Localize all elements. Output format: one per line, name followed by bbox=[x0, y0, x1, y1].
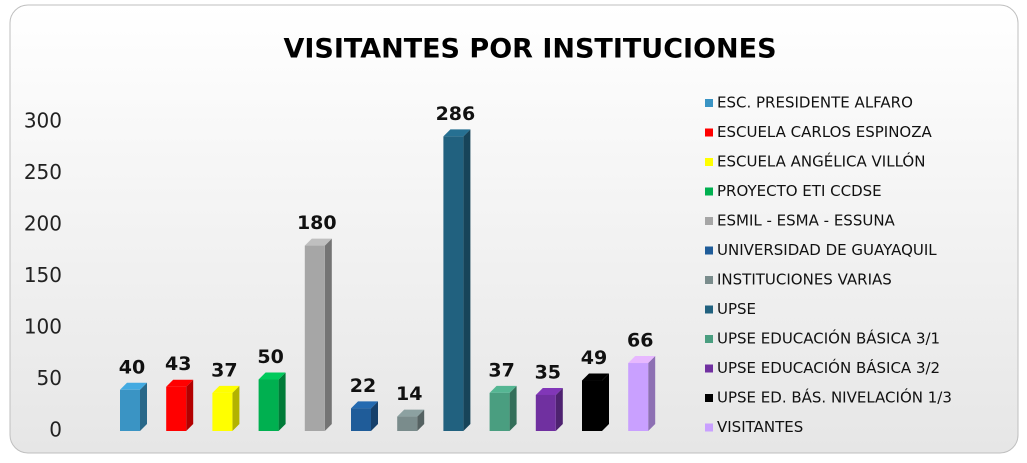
data-label: 37 bbox=[488, 359, 514, 381]
bar-top bbox=[120, 382, 147, 390]
chart-frame bbox=[9, 4, 1019, 454]
chart-title: VISITANTES POR INSTITUCIONES bbox=[283, 34, 776, 65]
bar-side bbox=[278, 372, 286, 431]
data-label: 40 bbox=[119, 356, 145, 378]
bar-side bbox=[417, 409, 425, 431]
bar-side bbox=[232, 385, 240, 431]
legend-swatch bbox=[705, 423, 713, 432]
bar-top bbox=[443, 129, 471, 137]
bar-top bbox=[258, 372, 286, 380]
legend-label: PROYECTO ETI CCDSE bbox=[717, 182, 882, 200]
y-tick-label: 200 bbox=[24, 212, 62, 236]
legend-label: UPSE bbox=[717, 300, 756, 318]
data-label: 286 bbox=[436, 103, 476, 125]
bar-top bbox=[351, 401, 378, 409]
bar-top bbox=[397, 409, 425, 417]
legend-label: UPSE EDUCACIÓN BÁSICA 3/2 bbox=[717, 358, 940, 377]
bar-side bbox=[602, 373, 609, 431]
data-label: 14 bbox=[396, 383, 422, 405]
y-tick-label: 50 bbox=[37, 366, 62, 390]
bar bbox=[212, 392, 233, 431]
bar bbox=[120, 389, 140, 431]
legend-swatch bbox=[705, 246, 713, 255]
y-tick-label: 250 bbox=[24, 160, 62, 184]
bar-top bbox=[166, 379, 194, 387]
legend-swatch bbox=[705, 394, 713, 402]
y-tick-label: 300 bbox=[24, 109, 62, 133]
legend-label: ESCUELA ANGÉLICA VILLÓN bbox=[717, 152, 925, 171]
legend-label: UPSE EDUCACIÓN BÁSICA 3/1 bbox=[717, 329, 940, 348]
bar-side bbox=[509, 385, 517, 431]
legend-label: ESCUELA CARLOS ESPINOZA bbox=[717, 123, 933, 141]
legend-swatch bbox=[705, 158, 713, 166]
data-label: 180 bbox=[297, 212, 337, 234]
bar-side bbox=[140, 382, 147, 431]
bar bbox=[397, 416, 418, 431]
bar-top bbox=[304, 238, 332, 246]
data-label: 50 bbox=[257, 346, 283, 368]
bar bbox=[166, 386, 187, 431]
legend-swatch bbox=[705, 305, 713, 314]
legend-label: VISITANTES bbox=[717, 418, 803, 436]
legend-swatch bbox=[705, 99, 713, 107]
y-tick-label: 150 bbox=[24, 263, 62, 287]
y-tick-label: 0 bbox=[49, 418, 62, 442]
bar-side bbox=[371, 401, 378, 431]
bar bbox=[258, 379, 279, 431]
data-label: 43 bbox=[165, 353, 191, 375]
bar-top bbox=[535, 387, 563, 395]
bar bbox=[351, 408, 371, 431]
data-label: 49 bbox=[581, 347, 607, 369]
bar-side bbox=[186, 379, 194, 431]
bar-side bbox=[555, 387, 563, 431]
bar-top bbox=[489, 385, 517, 393]
legend-swatch bbox=[705, 187, 713, 196]
data-label: 66 bbox=[627, 330, 653, 352]
data-label: 35 bbox=[535, 361, 561, 383]
bar bbox=[628, 363, 649, 431]
legend-swatch bbox=[705, 217, 713, 225]
y-tick-label: 100 bbox=[24, 315, 62, 339]
legend-label: ESC. PRESIDENTE ALFARO bbox=[717, 94, 913, 112]
bar-top bbox=[628, 356, 656, 364]
bar-side bbox=[648, 356, 656, 431]
bar bbox=[535, 394, 556, 431]
legend-swatch bbox=[705, 335, 713, 343]
legend-swatch bbox=[705, 128, 713, 137]
bar bbox=[443, 136, 464, 432]
legend-swatch bbox=[705, 364, 713, 373]
legend-label: ESMIL - ESMA - ESSUNA bbox=[717, 212, 896, 230]
bar-top bbox=[582, 373, 609, 381]
bar-top bbox=[212, 385, 240, 393]
bar bbox=[582, 380, 602, 431]
bar-side bbox=[324, 238, 332, 431]
legend-swatch bbox=[705, 276, 713, 284]
bar-side bbox=[463, 129, 471, 432]
legend-label: INSTITUCIONES VARIAS bbox=[717, 271, 892, 289]
bar bbox=[489, 392, 510, 431]
legend-label: UNIVERSIDAD DE GUAYAQUIL bbox=[717, 241, 937, 259]
bar bbox=[304, 245, 325, 431]
data-label: 37 bbox=[211, 359, 237, 381]
legend-label: UPSE ED. BÁS. NIVELACIÓN 1/3 bbox=[717, 388, 952, 407]
data-label: 22 bbox=[350, 375, 376, 397]
